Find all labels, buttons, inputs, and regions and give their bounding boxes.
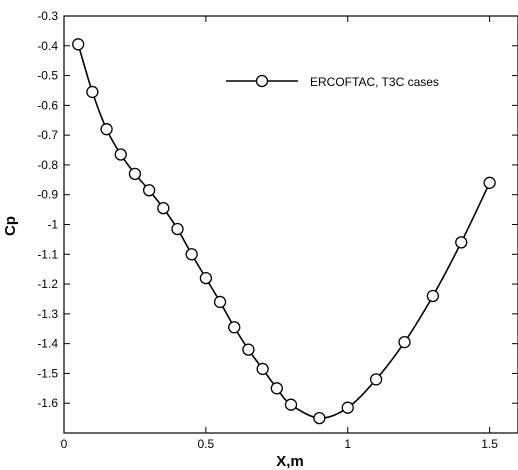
data-point [369, 373, 383, 386]
y-tick-label: -0.3 [37, 9, 58, 23]
data-point [157, 201, 170, 215]
x-axis-title: X,m [276, 453, 304, 470]
data-point [341, 401, 354, 414]
data-point [313, 411, 326, 425]
data-point [284, 398, 298, 411]
plot-frame [63, 15, 518, 434]
legend: ERCOFTAC, T3C cases [226, 74, 439, 89]
series-layer [72, 38, 496, 425]
data-point [199, 271, 213, 285]
x-tick-label: 0 [61, 437, 68, 451]
data-point [213, 295, 227, 309]
data-point [270, 382, 283, 395]
data-point [256, 362, 269, 376]
x-tick-label: 1.5 [481, 437, 498, 451]
data-point [483, 176, 496, 189]
legend-label: ERCOFTAC, T3C cases [310, 75, 439, 89]
y-tick-label: -1.2 [37, 277, 58, 291]
y-tick-label: -0.8 [37, 158, 58, 172]
data-point [398, 336, 411, 349]
data-point [455, 236, 468, 249]
data-point [171, 222, 184, 236]
y-axis-title: Cp [2, 216, 19, 236]
data-point [86, 85, 99, 99]
y-tick-label: -0.9 [37, 188, 58, 202]
y-tick-label: -0.4 [37, 39, 58, 53]
data-point [142, 184, 156, 197]
y-tick-label: -1.3 [37, 307, 58, 321]
data-point [426, 289, 440, 303]
y-tick-label: -0.7 [37, 128, 58, 142]
data-point [128, 167, 142, 181]
y-tick-label: -1.6 [37, 396, 58, 410]
data-point [114, 148, 127, 161]
data-point [100, 123, 113, 136]
x-tick-label: 0.5 [198, 437, 215, 451]
y-tick-label: -1.4 [37, 337, 58, 351]
y-tick-label: -0.6 [37, 98, 58, 112]
data-point [228, 321, 241, 334]
x-tick-label: 1 [344, 437, 351, 451]
y-tick-label: -1.1 [37, 247, 58, 261]
y-tick-label: -0.5 [37, 69, 58, 83]
y-tick-label: -1.5 [37, 366, 58, 380]
data-point [72, 38, 85, 51]
series-line [77, 44, 491, 419]
data-point [185, 248, 198, 261]
y-tick-label: -1 [47, 218, 58, 232]
data-point [242, 343, 255, 356]
legend-marker [255, 74, 269, 88]
axis-ticks: 0 0.5 1 1.5 -0.3 -0.4 -0.5 -0.6 -0.7 -0.8 -0.9 -1 -1… [37, 9, 518, 451]
